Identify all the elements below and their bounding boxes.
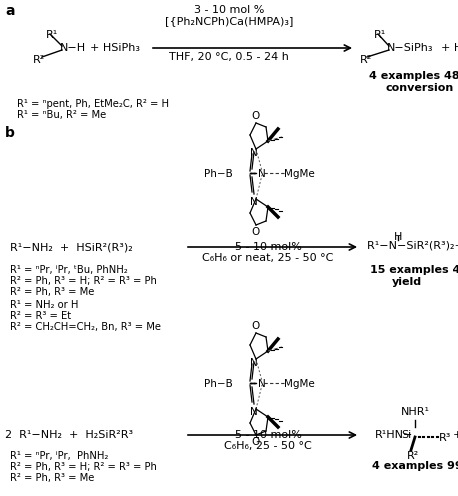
Text: R¹−N−SiR²(R³)₂+ H₂: R¹−N−SiR²(R³)₂+ H₂ [367,241,458,251]
Text: R¹−NH₂  +  HSiR²(R³)₂: R¹−NH₂ + HSiR²(R³)₂ [10,242,133,252]
Text: R¹ = NH₂ or H: R¹ = NH₂ or H [10,300,78,310]
Text: 15 examples 43-99 %: 15 examples 43-99 % [370,265,458,275]
Text: C₆H₆ or neat, 25 - 50 °C: C₆H₆ or neat, 25 - 50 °C [202,253,334,263]
Text: R¹ = ⁿPr, ⁱPr, ᵗBu, PhNH₂: R¹ = ⁿPr, ⁱPr, ᵗBu, PhNH₂ [10,265,128,275]
Text: C₆H₆, 25 - 50 °C: C₆H₆, 25 - 50 °C [224,441,312,451]
Text: R²: R² [407,451,419,461]
Text: R² = R³ = Et: R² = R³ = Et [10,311,71,321]
Text: O: O [252,227,260,237]
Text: R² = Ph, R³ = Me: R² = Ph, R³ = Me [10,287,94,297]
Text: 2  R¹−NH₂  +  H₂SiR²R³: 2 R¹−NH₂ + H₂SiR²R³ [5,430,133,440]
Text: R²: R² [360,55,372,65]
Text: R³: R³ [439,433,452,443]
Text: R² = Ph, R³ = Me: R² = Ph, R³ = Me [10,473,94,483]
Text: THF, 20 °C, 0.5 - 24 h: THF, 20 °C, 0.5 - 24 h [169,52,289,62]
Text: N: N [250,358,258,368]
Text: conversion: conversion [385,83,453,93]
Text: 5 - 10 mol%: 5 - 10 mol% [234,430,301,440]
Text: NHR¹: NHR¹ [400,407,430,417]
Text: + 2 H₂: + 2 H₂ [453,430,458,440]
Text: R¹ = ⁿBu, R² = Me: R¹ = ⁿBu, R² = Me [17,110,106,120]
Text: b: b [5,126,15,140]
Text: 4 examples 99% yield: 4 examples 99% yield [372,461,458,471]
Text: 4 examples 48-98 %: 4 examples 48-98 % [369,71,458,81]
Text: + H₂: + H₂ [441,43,458,53]
Text: Si: Si [401,430,411,440]
Text: N: N [250,148,258,158]
Text: MgMe: MgMe [284,379,315,389]
Text: H: H [394,232,402,242]
Text: a: a [5,4,15,18]
Text: [{Ph₂NCPh)Ca(HMPA)₃]: [{Ph₂NCPh)Ca(HMPA)₃] [165,16,293,26]
Text: yield: yield [392,277,422,287]
Text: 3 - 10 mol %: 3 - 10 mol % [194,5,264,15]
Text: Ph−B: Ph−B [204,379,233,389]
Text: N: N [258,379,266,389]
Text: 5 - 10 mol%: 5 - 10 mol% [234,242,301,252]
Text: R² = Ph, R³ = H; R² = R³ = Ph: R² = Ph, R³ = H; R² = R³ = Ph [10,276,157,286]
Text: Ph−B: Ph−B [204,169,233,179]
Text: N: N [250,197,258,207]
Text: R¹: R¹ [374,30,386,40]
Text: MgMe: MgMe [284,169,315,179]
Text: N: N [258,169,266,179]
Text: O: O [252,321,260,331]
Text: R¹ = ⁿpent, Ph, EtMe₂C, R² = H: R¹ = ⁿpent, Ph, EtMe₂C, R² = H [17,99,169,109]
Text: O: O [252,437,260,447]
Text: + HSiPh₃: + HSiPh₃ [90,43,140,53]
Text: R²: R² [33,55,45,65]
Text: N−SiPh₃: N−SiPh₃ [387,43,434,53]
Text: R¹ = ⁿPr, ⁱPr,  PhNH₂: R¹ = ⁿPr, ⁱPr, PhNH₂ [10,451,109,461]
Text: R² = Ph, R³ = H; R² = R³ = Ph: R² = Ph, R³ = H; R² = R³ = Ph [10,462,157,472]
Text: N: N [250,407,258,417]
Text: N−H: N−H [60,43,86,53]
Text: R² = CH₂CH=CH₂, Bn, R³ = Me: R² = CH₂CH=CH₂, Bn, R³ = Me [10,322,161,332]
Text: O: O [252,111,260,121]
Text: R¹HN−: R¹HN− [375,430,414,440]
Text: R¹: R¹ [46,30,58,40]
